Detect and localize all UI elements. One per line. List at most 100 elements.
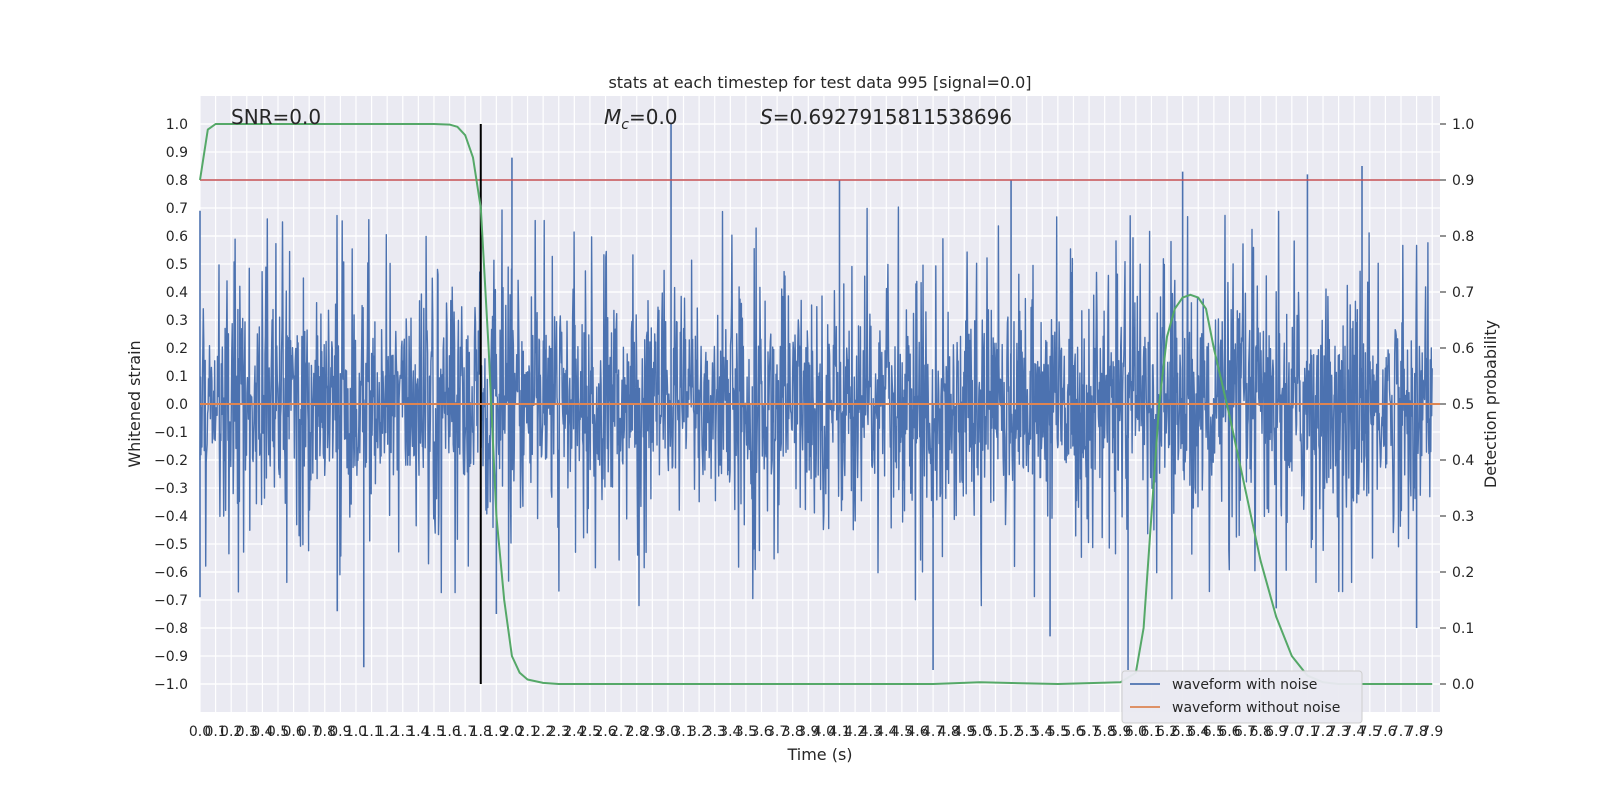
x-tick-label: 6.8 [1249,724,1271,740]
y2-axis-ticks: 1.0 0.9 0.8 0.7 0.6 0.5 0.4 0.3 0.2 0.1 0.0 [1440,117,1474,693]
x-tick-label: 6.5 [1203,724,1225,740]
y2-tick-label: 0.0 [1452,677,1474,693]
y-tick-label: 0.9 [166,145,188,161]
x-tick-label: 1.0 [345,724,367,740]
x-tick-label: 1.4 [407,724,429,740]
detection-probability-line [199,123,1433,685]
x-tick-label: 7.0 [1281,724,1303,740]
x-tick-label: 5.9 [1109,724,1131,740]
waveform-with-noise-series [199,124,1433,670]
y-tick-label: −0.6 [154,565,188,581]
x-tick-label: 3.6 [750,724,772,740]
y2-tick-label: 0.3 [1452,509,1474,525]
x-tick-label: 1.9 [485,724,507,740]
x-tick-label: 4.0 [813,724,835,740]
legend-label-noise: waveform with noise [1172,677,1317,693]
x-tick-label: 4.4 [875,724,897,740]
legend-label-clean: waveform without noise [1172,700,1340,716]
x-tick-label: 6.0 [1125,724,1147,740]
x-tick-label: 1.1 [360,724,382,740]
y2-tick-label: 1.0 [1452,117,1474,133]
x-tick-label: 6.9 [1265,724,1287,740]
x-tick-label: 3.0 [657,724,679,740]
s-statistic-annotation: S=0.6927915811538696 [760,105,1012,129]
x-axis-ticks: 0.00.10.20.30.40.50.60.70.80.91.01.11.21… [189,724,1443,740]
y-tick-label: 0.6 [166,229,188,245]
y-tick-label: 1.0 [166,117,188,133]
x-tick-label: 3.3 [704,724,726,740]
x-tick-label: 5.3 [1016,724,1038,740]
y2-tick-label: 0.7 [1452,285,1474,301]
y2-axis-label: Detection probability [1481,320,1500,488]
x-tick-label: 2.1 [516,724,538,740]
x-tick-label: 0.3 [236,724,258,740]
x-tick-label: 4.9 [953,724,975,740]
x-tick-label: 0.8 [314,724,336,740]
x-tick-label: 4.3 [860,724,882,740]
y-tick-label: −0.1 [154,425,188,441]
x-tick-label: 1.5 [423,724,445,740]
y-tick-label: −1.0 [154,677,188,693]
x-tick-label: 3.9 [797,724,819,740]
y-tick-label: 0.3 [166,313,188,329]
y-tick-label: 0.1 [166,369,188,385]
y-tick-label: −0.9 [154,649,188,665]
x-tick-label: 5.5 [1047,724,1069,740]
x-tick-label: 2.0 [501,724,523,740]
x-tick-label: 0.9 [329,724,351,740]
x-tick-label: 6.1 [1140,724,1162,740]
y-tick-label: −0.3 [154,481,188,497]
x-tick-label: 5.0 [969,724,991,740]
x-tick-label: 0.6 [282,724,304,740]
x-tick-label: 3.8 [782,724,804,740]
x-tick-label: 2.2 [532,724,554,740]
x-tick-label: 4.6 [906,724,928,740]
legend-box [1121,670,1363,724]
y-tick-label: −0.2 [154,453,188,469]
y2-tick-label: 0.2 [1452,565,1474,581]
x-tick-label: 6.3 [1172,724,1194,740]
x-tick-label: 3.4 [719,724,741,740]
x-tick-label: 7.3 [1327,724,1349,740]
x-tick-label: 6.7 [1234,724,1256,740]
x-tick-label: 3.1 [672,724,694,740]
x-tick-label: 5.7 [1078,724,1100,740]
x-tick-label: 7.4 [1343,724,1365,740]
y-tick-label: −0.4 [154,509,188,525]
y-tick-label: −0.7 [154,593,188,609]
chart-title: stats at each timestep for test data 995… [608,73,1031,92]
x-tick-label: 0.1 [204,724,226,740]
x-tick-label: 1.6 [438,724,460,740]
y2-tick-label: 0.5 [1452,397,1474,413]
x-tick-label: 0.0 [189,724,211,740]
y2-tick-label: 0.4 [1452,453,1474,469]
x-tick-label: 7.9 [1421,724,1443,740]
waveform-with-noise-line [199,206,1433,607]
x-tick-label: 7.1 [1296,724,1318,740]
legend: waveform with noise waveform without noi… [1121,670,1363,724]
x-tick-label: 0.5 [267,724,289,740]
x-tick-label: 7.2 [1312,724,1334,740]
x-tick-label: 2.5 [579,724,601,740]
y-tick-label: 0.5 [166,257,188,273]
y2-tick-label: 0.1 [1452,621,1474,637]
x-tick-label: 0.2 [220,724,242,740]
x-tick-label: 1.7 [454,724,476,740]
x-tick-label: 0.4 [251,724,273,740]
x-tick-label: 7.8 [1405,724,1427,740]
x-tick-label: 3.7 [766,724,788,740]
y2-tick-label: 0.6 [1452,341,1474,357]
y-tick-label: 0.0 [166,397,188,413]
x-tick-label: 4.8 [938,724,960,740]
x-tick-label: 2.8 [626,724,648,740]
x-tick-label: 2.6 [594,724,616,740]
x-tick-label: 0.7 [298,724,320,740]
x-tick-label: 2.7 [610,724,632,740]
y-axis-label: Whitened strain [125,340,144,467]
x-tick-label: 5.1 [984,724,1006,740]
y-tick-label: −0.8 [154,621,188,637]
x-tick-label: 7.5 [1359,724,1381,740]
x-tick-label: 1.2 [376,724,398,740]
x-tick-label: 4.2 [844,724,866,740]
x-tick-label: 1.3 [392,724,414,740]
